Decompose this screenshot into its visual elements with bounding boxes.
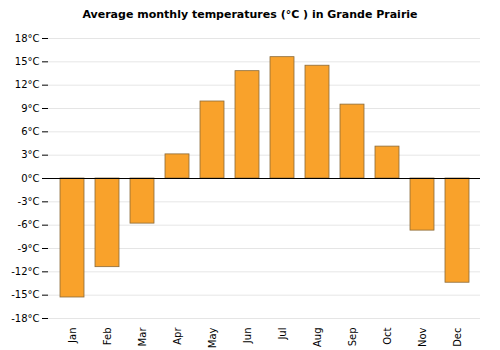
svg-text:6°C: 6°C	[21, 126, 39, 137]
svg-text:Aug: Aug	[312, 328, 323, 348]
html-text:Average monthly temperatures (: Average monthly temperatures (°C ) in Gr…	[82, 8, 418, 21]
svg-text:12°C: 12°C	[15, 79, 40, 90]
svg-text:Oct: Oct	[382, 327, 393, 344]
svg-text:Apr: Apr	[172, 327, 183, 345]
svg-text:15°C: 15°C	[15, 56, 40, 67]
svg-text:Mar: Mar	[137, 327, 148, 347]
svg-text:18°C: 18°C	[15, 33, 40, 44]
svg-text:Nov: Nov	[417, 327, 428, 347]
svg-text:Jan: Jan	[67, 328, 78, 344]
svg-text:9°C: 9°C	[21, 103, 39, 114]
svg-text:May: May	[207, 327, 218, 348]
svg-text:-18°C: -18°C	[11, 313, 39, 324]
svg-text:-3°C: -3°C	[18, 196, 40, 207]
svg-text:Dec: Dec	[452, 328, 463, 347]
svg-text:Jun: Jun	[242, 328, 253, 345]
svg-text:Sep: Sep	[347, 328, 358, 347]
svg-text:-12°C: -12°C	[11, 266, 39, 277]
svg-text:3°C: 3°C	[21, 149, 39, 160]
svg-text:Feb: Feb	[102, 328, 113, 346]
svg-text:0°C: 0°C	[21, 173, 39, 184]
svg-text:-6°C: -6°C	[18, 219, 40, 230]
svg-text:Jul: Jul	[277, 328, 288, 341]
svg-text:-9°C: -9°C	[18, 243, 40, 254]
svg-text:-15°C: -15°C	[11, 289, 39, 300]
